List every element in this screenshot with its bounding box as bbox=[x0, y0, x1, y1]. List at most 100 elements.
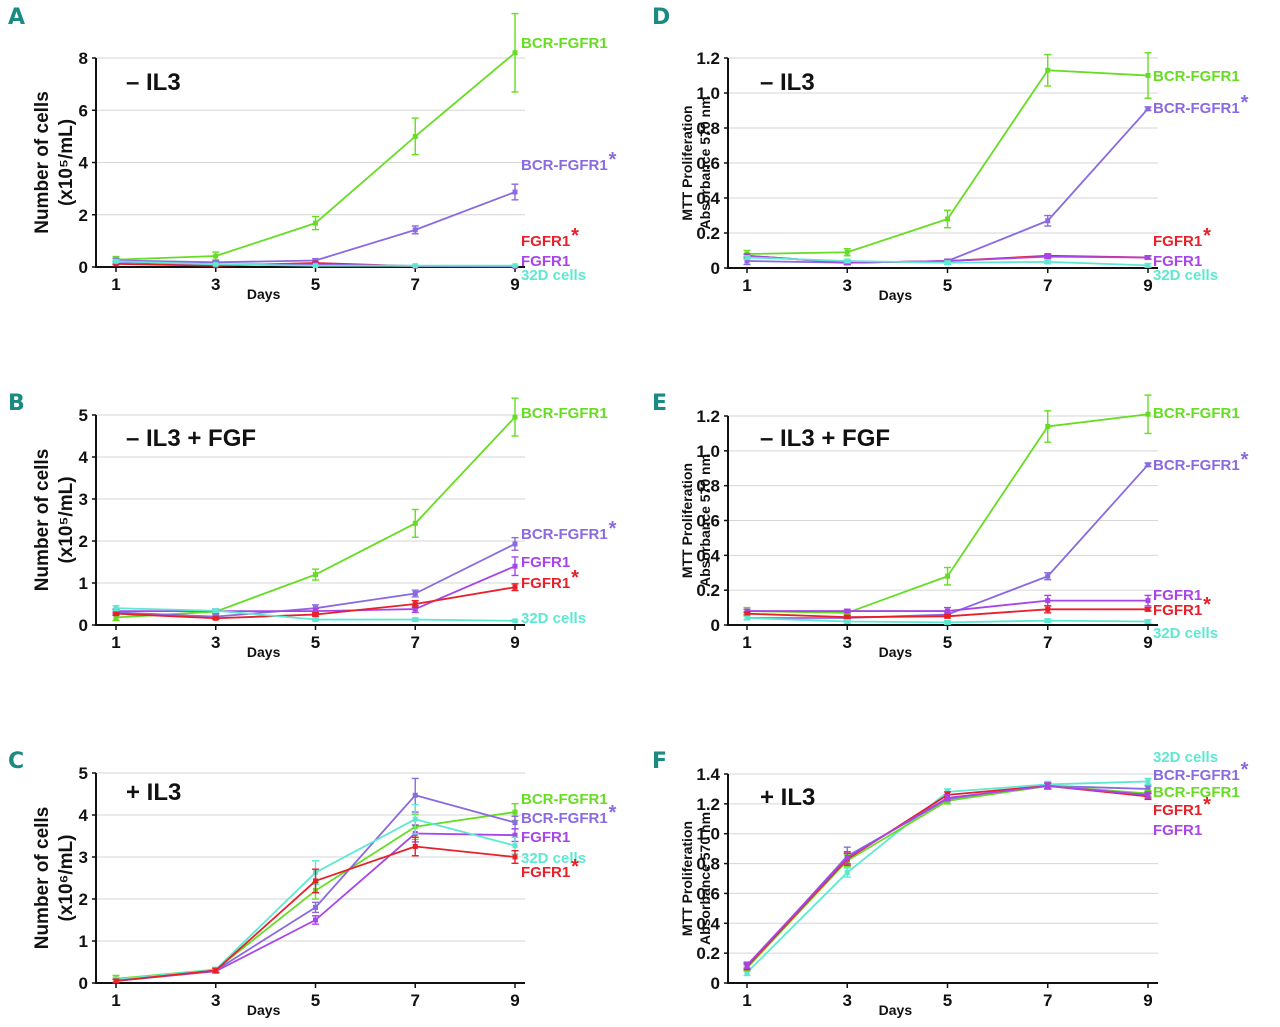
data-point bbox=[512, 843, 518, 849]
data-point bbox=[213, 615, 219, 621]
significance-star-icon: * bbox=[609, 518, 617, 540]
data-point bbox=[412, 133, 418, 139]
data-point bbox=[412, 601, 418, 607]
y-tick-label: 2 bbox=[79, 890, 88, 909]
y-axis-label: MTT Proliferation bbox=[679, 463, 695, 578]
condition-title: – IL3 + FGF bbox=[126, 425, 256, 452]
x-axis-label: Days bbox=[879, 287, 913, 303]
series-bcr-fgfr1 bbox=[112, 397, 519, 622]
data-point bbox=[945, 613, 950, 619]
data-point bbox=[945, 260, 950, 266]
data-point bbox=[1145, 106, 1151, 112]
series-label: FGFR1 bbox=[1153, 587, 1202, 604]
data-point bbox=[1145, 255, 1151, 260]
series-fgfr1-star bbox=[112, 836, 519, 984]
data-point bbox=[512, 809, 518, 815]
series-label: FGFR1 bbox=[1153, 602, 1202, 619]
series-bcr-fgfr1 bbox=[743, 782, 1152, 972]
data-point bbox=[313, 878, 318, 884]
y-tick-label: 0.8 bbox=[696, 855, 720, 874]
series-bcr-fgfr1-star bbox=[743, 106, 1152, 266]
series-label: BCR-FGFR1 bbox=[1153, 405, 1240, 422]
series-line bbox=[746, 108, 1149, 264]
y-axis-label-units: (x10⁶/mL) bbox=[56, 835, 77, 922]
data-point bbox=[744, 962, 750, 968]
data-point bbox=[744, 970, 750, 976]
significance-star-icon: * bbox=[1241, 759, 1249, 781]
data-point bbox=[1145, 619, 1151, 625]
chart-panel-d: D 0 0.2 0.4 0.6 0.8 1.0 1.2 1 3 5 7 9 Days MTT Prolife… bbox=[652, 5, 1249, 303]
x-tick-label: 3 bbox=[843, 991, 852, 1010]
x-tick-label: 1 bbox=[742, 633, 751, 652]
series-label: BCR-FGFR1 bbox=[1153, 100, 1240, 117]
series-label: FGFR1 bbox=[521, 253, 570, 270]
x-tick-label: 5 bbox=[943, 276, 952, 295]
y-tick-label: 0 bbox=[711, 259, 720, 278]
series-label: BCR-FGFR1 bbox=[521, 791, 608, 808]
data-point bbox=[412, 263, 418, 269]
data-point bbox=[744, 615, 750, 621]
y-tick-label: 1 bbox=[79, 932, 88, 951]
data-point bbox=[1045, 254, 1051, 260]
y-axis-label-units: Absorbance 570 nm bbox=[697, 454, 713, 587]
series-label: BCR-FGFR1 bbox=[521, 35, 608, 52]
series-label: 32D cells bbox=[1153, 267, 1218, 284]
data-point bbox=[512, 189, 518, 195]
panel-letter: A bbox=[8, 5, 25, 30]
series-label: BCR-FGFR1 bbox=[1153, 68, 1240, 85]
series-line bbox=[746, 785, 1149, 968]
condition-title: + IL3 bbox=[126, 779, 181, 806]
series-label: FGFR1 bbox=[521, 864, 570, 881]
data-point bbox=[844, 249, 850, 255]
data-point bbox=[844, 258, 850, 264]
data-point bbox=[844, 614, 850, 620]
y-tick-label: 0.4 bbox=[696, 189, 720, 208]
data-point bbox=[113, 614, 119, 620]
series-line bbox=[746, 785, 1149, 966]
series-bcr-fgfr1 bbox=[743, 52, 1152, 259]
data-point bbox=[744, 255, 750, 260]
chart-panel-a: A 0 2 4 6 8 1 3 5 7 9 Days Number of cells (x10⁵/mL) –… bbox=[8, 5, 617, 302]
x-tick-label: 3 bbox=[211, 991, 220, 1010]
y-tick-label: 0 bbox=[79, 974, 88, 993]
data-point bbox=[744, 258, 750, 264]
panel-letter: F bbox=[652, 749, 667, 774]
data-point bbox=[213, 608, 219, 614]
condition-title: – IL3 bbox=[760, 69, 815, 96]
significance-star-icon: * bbox=[571, 567, 579, 589]
x-axis-label: Days bbox=[247, 1002, 281, 1018]
significance-star-icon: * bbox=[571, 856, 579, 878]
data-point bbox=[313, 904, 318, 910]
y-tick-label: 8 bbox=[79, 49, 88, 68]
x-tick-label: 9 bbox=[510, 633, 519, 652]
series-bcr-fgfr1 bbox=[112, 12, 519, 264]
x-tick-label: 3 bbox=[843, 633, 852, 652]
x-tick-label: 7 bbox=[411, 633, 420, 652]
data-point bbox=[412, 816, 418, 822]
significance-star-icon: * bbox=[1241, 92, 1249, 114]
x-tick-label: 3 bbox=[211, 275, 220, 294]
series-label: BCR-FGFR1 bbox=[521, 405, 608, 422]
data-point bbox=[512, 263, 518, 269]
data-point bbox=[313, 263, 318, 269]
y-axis-label: MTT Proliferation bbox=[679, 821, 695, 936]
y-tick-label: 0.6 bbox=[696, 512, 720, 531]
data-point bbox=[313, 617, 318, 623]
x-tick-label: 1 bbox=[111, 633, 120, 652]
y-tick-label: 1.4 bbox=[696, 765, 720, 784]
y-tick-label: 1.2 bbox=[696, 407, 720, 426]
x-tick-label: 5 bbox=[943, 633, 952, 652]
series-32d-cells bbox=[112, 604, 519, 624]
data-point bbox=[1145, 262, 1151, 268]
x-axis-label: Days bbox=[247, 286, 281, 302]
y-axis-label: Number of cells bbox=[32, 807, 53, 950]
series-label: 32D cells bbox=[521, 267, 586, 284]
data-point bbox=[945, 573, 950, 579]
significance-star-icon: * bbox=[609, 802, 617, 824]
y-tick-label: 0.2 bbox=[696, 944, 720, 963]
series-label: 32D cells bbox=[521, 610, 586, 627]
x-tick-label: 7 bbox=[1043, 991, 1052, 1010]
y-tick-label: 1.0 bbox=[696, 84, 720, 103]
y-tick-label: 2 bbox=[79, 206, 88, 225]
data-point bbox=[945, 619, 950, 625]
